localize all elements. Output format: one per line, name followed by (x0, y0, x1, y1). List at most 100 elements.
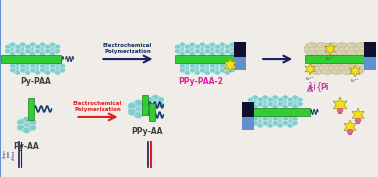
Ellipse shape (34, 49, 41, 54)
Ellipse shape (24, 44, 31, 49)
Ellipse shape (262, 116, 268, 121)
Ellipse shape (50, 62, 66, 75)
Ellipse shape (314, 47, 320, 52)
Ellipse shape (224, 44, 230, 49)
Ellipse shape (314, 43, 330, 56)
Ellipse shape (344, 47, 350, 52)
Ellipse shape (20, 51, 26, 56)
Ellipse shape (184, 44, 191, 49)
Ellipse shape (334, 47, 340, 52)
Ellipse shape (322, 69, 327, 74)
Ellipse shape (209, 62, 225, 75)
Ellipse shape (352, 50, 358, 55)
Ellipse shape (204, 44, 211, 49)
Ellipse shape (257, 114, 263, 119)
Ellipse shape (364, 47, 370, 52)
Ellipse shape (44, 49, 51, 54)
Ellipse shape (292, 104, 298, 109)
Ellipse shape (204, 49, 211, 54)
Ellipse shape (309, 62, 325, 75)
Ellipse shape (54, 70, 61, 75)
Text: Electrochemical
Polymerization: Electrochemical Polymerization (103, 43, 152, 54)
Ellipse shape (214, 70, 220, 75)
Ellipse shape (219, 68, 225, 73)
Ellipse shape (14, 70, 21, 75)
Text: Pi: Pi (320, 82, 328, 92)
Ellipse shape (339, 66, 345, 70)
Ellipse shape (17, 119, 25, 125)
Ellipse shape (252, 95, 259, 100)
Text: Scan
rate
effect: Scan rate effect (3, 150, 15, 160)
Ellipse shape (316, 50, 322, 55)
Ellipse shape (40, 63, 46, 68)
Ellipse shape (194, 44, 200, 49)
Ellipse shape (338, 112, 342, 113)
Ellipse shape (14, 49, 21, 54)
Ellipse shape (219, 68, 226, 73)
Text: PPy-AA: PPy-AA (132, 127, 163, 136)
Ellipse shape (277, 123, 284, 128)
Ellipse shape (219, 42, 226, 47)
Text: }i{: }i{ (307, 81, 323, 91)
Ellipse shape (252, 121, 259, 126)
Ellipse shape (9, 51, 16, 56)
Ellipse shape (354, 47, 360, 52)
Ellipse shape (199, 63, 205, 68)
Ellipse shape (282, 116, 288, 121)
Ellipse shape (282, 95, 288, 100)
Ellipse shape (319, 66, 325, 70)
Ellipse shape (347, 129, 353, 133)
Ellipse shape (282, 115, 298, 127)
Ellipse shape (272, 95, 278, 100)
Ellipse shape (277, 95, 293, 109)
Ellipse shape (24, 49, 31, 54)
Ellipse shape (282, 121, 288, 126)
Ellipse shape (356, 122, 360, 123)
Ellipse shape (209, 42, 215, 47)
Polygon shape (344, 120, 356, 134)
Ellipse shape (356, 62, 363, 67)
Ellipse shape (184, 43, 200, 56)
Ellipse shape (272, 121, 279, 126)
Ellipse shape (272, 115, 288, 127)
Ellipse shape (45, 70, 51, 75)
Ellipse shape (356, 43, 363, 48)
Ellipse shape (50, 68, 56, 73)
Ellipse shape (127, 100, 149, 118)
Ellipse shape (354, 47, 360, 52)
Ellipse shape (322, 50, 328, 55)
Ellipse shape (272, 121, 278, 126)
Bar (234, 42, 246, 57)
Ellipse shape (194, 43, 210, 56)
Ellipse shape (29, 51, 36, 56)
Ellipse shape (15, 43, 31, 56)
Ellipse shape (14, 61, 21, 66)
Ellipse shape (229, 68, 235, 73)
Ellipse shape (219, 62, 235, 75)
Ellipse shape (184, 70, 191, 75)
FancyBboxPatch shape (1, 55, 60, 63)
Ellipse shape (23, 116, 31, 122)
Ellipse shape (355, 118, 361, 122)
Ellipse shape (324, 43, 340, 56)
Ellipse shape (322, 62, 327, 67)
Ellipse shape (252, 115, 268, 127)
Ellipse shape (199, 51, 206, 56)
FancyBboxPatch shape (149, 103, 155, 121)
Ellipse shape (10, 62, 26, 75)
Ellipse shape (347, 43, 352, 48)
Ellipse shape (292, 116, 298, 121)
Ellipse shape (339, 66, 345, 70)
Ellipse shape (304, 43, 320, 56)
Ellipse shape (20, 42, 26, 47)
Ellipse shape (34, 70, 41, 75)
Ellipse shape (29, 68, 36, 73)
Ellipse shape (262, 116, 268, 121)
Ellipse shape (184, 61, 191, 66)
Ellipse shape (282, 104, 288, 109)
Ellipse shape (39, 63, 46, 68)
Ellipse shape (309, 66, 315, 70)
Ellipse shape (277, 102, 283, 107)
Text: Py-PAA: Py-PAA (20, 77, 51, 86)
Ellipse shape (267, 97, 273, 102)
